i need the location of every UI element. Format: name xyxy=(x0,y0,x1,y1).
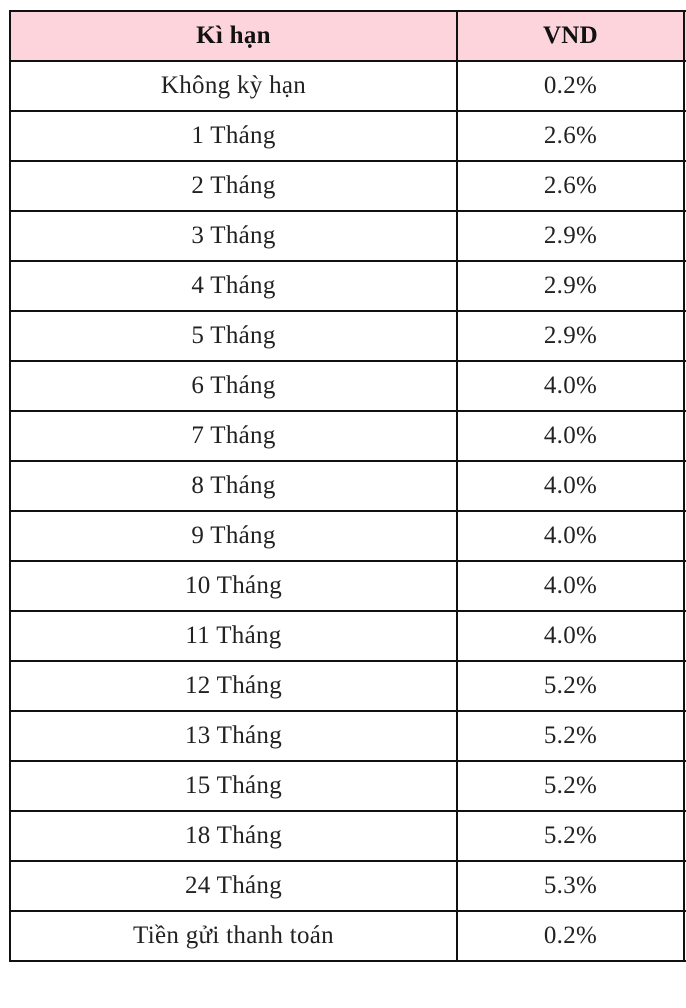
term-cell: 10 Tháng xyxy=(9,560,458,612)
term-cell: 6 Tháng xyxy=(9,360,458,412)
cut-off-cell xyxy=(683,610,686,662)
cut-off-cell xyxy=(683,560,686,612)
table-header-row: Kì hạn VND xyxy=(9,10,686,62)
rate-cell: 2.9% xyxy=(456,260,685,312)
rate-cell: 4.0% xyxy=(456,410,685,462)
cut-off-cell xyxy=(683,260,686,312)
table-row: 1 Tháng 2.6% xyxy=(9,110,686,162)
rate-cell: 2.9% xyxy=(456,210,685,262)
header-cut-off xyxy=(683,10,686,62)
term-cell: 5 Tháng xyxy=(9,310,458,362)
rate-cell: 4.0% xyxy=(456,460,685,512)
table-row: 11 Tháng 4.0% xyxy=(9,610,686,662)
cut-off-cell xyxy=(683,210,686,262)
term-cell: Không kỳ hạn xyxy=(9,60,458,112)
cut-off-cell xyxy=(683,810,686,862)
table-row: Không kỳ hạn 0.2% xyxy=(9,60,686,112)
table-row: 24 Tháng 5.3% xyxy=(9,860,686,912)
rate-cell: 5.2% xyxy=(456,710,685,762)
table-row: 7 Tháng 4.0% xyxy=(9,410,686,462)
term-cell: 7 Tháng xyxy=(9,410,458,462)
term-cell: 8 Tháng xyxy=(9,460,458,512)
rate-cell: 5.3% xyxy=(456,860,685,912)
cut-off-cell xyxy=(683,760,686,812)
cut-off-cell xyxy=(683,110,686,162)
rate-cell: 5.2% xyxy=(456,810,685,862)
term-cell: 18 Tháng xyxy=(9,810,458,862)
term-cell: 3 Tháng xyxy=(9,210,458,262)
term-cell: 4 Tháng xyxy=(9,260,458,312)
term-cell: 1 Tháng xyxy=(9,110,458,162)
cut-off-cell xyxy=(683,410,686,462)
table-row: 15 Tháng 5.2% xyxy=(9,760,686,812)
header-vnd: VND xyxy=(456,10,685,62)
table-row: 10 Tháng 4.0% xyxy=(9,560,686,612)
rate-cell: 0.2% xyxy=(456,910,685,962)
rate-cell: 4.0% xyxy=(456,560,685,612)
rate-cell: 4.0% xyxy=(456,610,685,662)
table-row: 13 Tháng 5.2% xyxy=(9,710,686,762)
table-row: 18 Tháng 5.2% xyxy=(9,810,686,862)
table-row: 3 Tháng 2.9% xyxy=(9,210,686,262)
cut-off-cell xyxy=(683,160,686,212)
rate-cell: 2.9% xyxy=(456,310,685,362)
table-row: 12 Tháng 5.2% xyxy=(9,660,686,712)
table-row: Tiền gửi thanh toán 0.2% xyxy=(9,910,686,962)
cut-off-cell xyxy=(683,360,686,412)
table-row: 9 Tháng 4.0% xyxy=(9,510,686,562)
term-cell: 9 Tháng xyxy=(9,510,458,562)
table-row: 4 Tháng 2.9% xyxy=(9,260,686,312)
interest-rate-table: Kì hạn VND Không kỳ hạn 0.2% 1 Tháng 2.6% 2 … xyxy=(9,10,686,962)
rate-cell: 4.0% xyxy=(456,360,685,412)
rate-cell: 5.2% xyxy=(456,660,685,712)
rate-cell: 0.2% xyxy=(456,60,685,112)
table-row: 6 Tháng 4.0% xyxy=(9,360,686,412)
table-row: 2 Tháng 2.6% xyxy=(9,160,686,212)
term-cell: 24 Tháng xyxy=(9,860,458,912)
term-cell: 15 Tháng xyxy=(9,760,458,812)
term-cell: 2 Tháng xyxy=(9,160,458,212)
table-row: 5 Tháng 2.9% xyxy=(9,310,686,362)
header-term: Kì hạn xyxy=(9,10,458,62)
table-row: 8 Tháng 4.0% xyxy=(9,460,686,512)
term-cell: Tiền gửi thanh toán xyxy=(9,910,458,962)
cut-off-cell xyxy=(683,860,686,912)
term-cell: 11 Tháng xyxy=(9,610,458,662)
cut-off-cell xyxy=(683,460,686,512)
cut-off-cell xyxy=(683,710,686,762)
rate-cell: 5.2% xyxy=(456,760,685,812)
cut-off-cell xyxy=(683,60,686,112)
cut-off-cell xyxy=(683,510,686,562)
cut-off-cell xyxy=(683,660,686,712)
rate-cell: 2.6% xyxy=(456,160,685,212)
rate-cell: 2.6% xyxy=(456,110,685,162)
term-cell: 13 Tháng xyxy=(9,710,458,762)
term-cell: 12 Tháng xyxy=(9,660,458,712)
rate-cell: 4.0% xyxy=(456,510,685,562)
cut-off-cell xyxy=(683,910,686,962)
cut-off-cell xyxy=(683,310,686,362)
